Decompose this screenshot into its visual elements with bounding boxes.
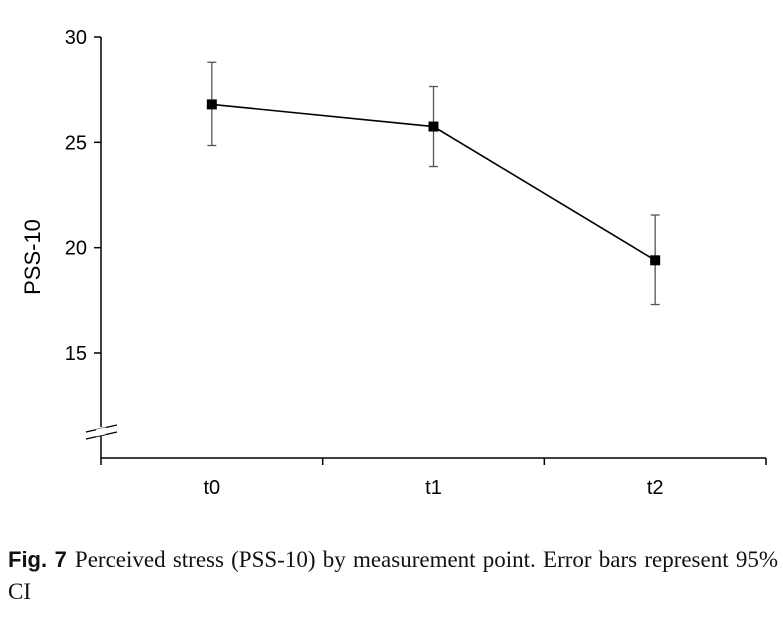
figure-label: Fig. 7 bbox=[8, 547, 67, 572]
y-tick-label: 25 bbox=[65, 132, 87, 154]
line-chart: 15 20 25 30 t0 t1 t2 PSS-10 bbox=[20, 27, 767, 499]
figure-caption: Fig. 7 Perceived stress (PSS-10) by measu… bbox=[8, 544, 778, 608]
y-axis-label: PSS-10 bbox=[20, 219, 45, 295]
y-tick-label: 15 bbox=[65, 343, 87, 365]
data-point-marker bbox=[428, 121, 439, 132]
x-tick-label: t0 bbox=[203, 477, 220, 499]
data-point-marker bbox=[206, 99, 217, 110]
x-tick-label: t2 bbox=[647, 477, 664, 499]
caption-text: Perceived stress (PSS-10) by measurement… bbox=[8, 547, 778, 604]
data-point-marker bbox=[650, 255, 661, 266]
x-tick-label: t1 bbox=[425, 477, 442, 499]
axis-break-mark bbox=[85, 431, 118, 440]
axis-break-gap bbox=[96, 427, 106, 437]
y-tick-label: 30 bbox=[65, 27, 87, 49]
chart-axes: 15 20 25 30 t0 t1 t2 bbox=[65, 27, 767, 499]
plot-area bbox=[206, 61, 661, 306]
y-tick-label: 20 bbox=[65, 238, 87, 260]
